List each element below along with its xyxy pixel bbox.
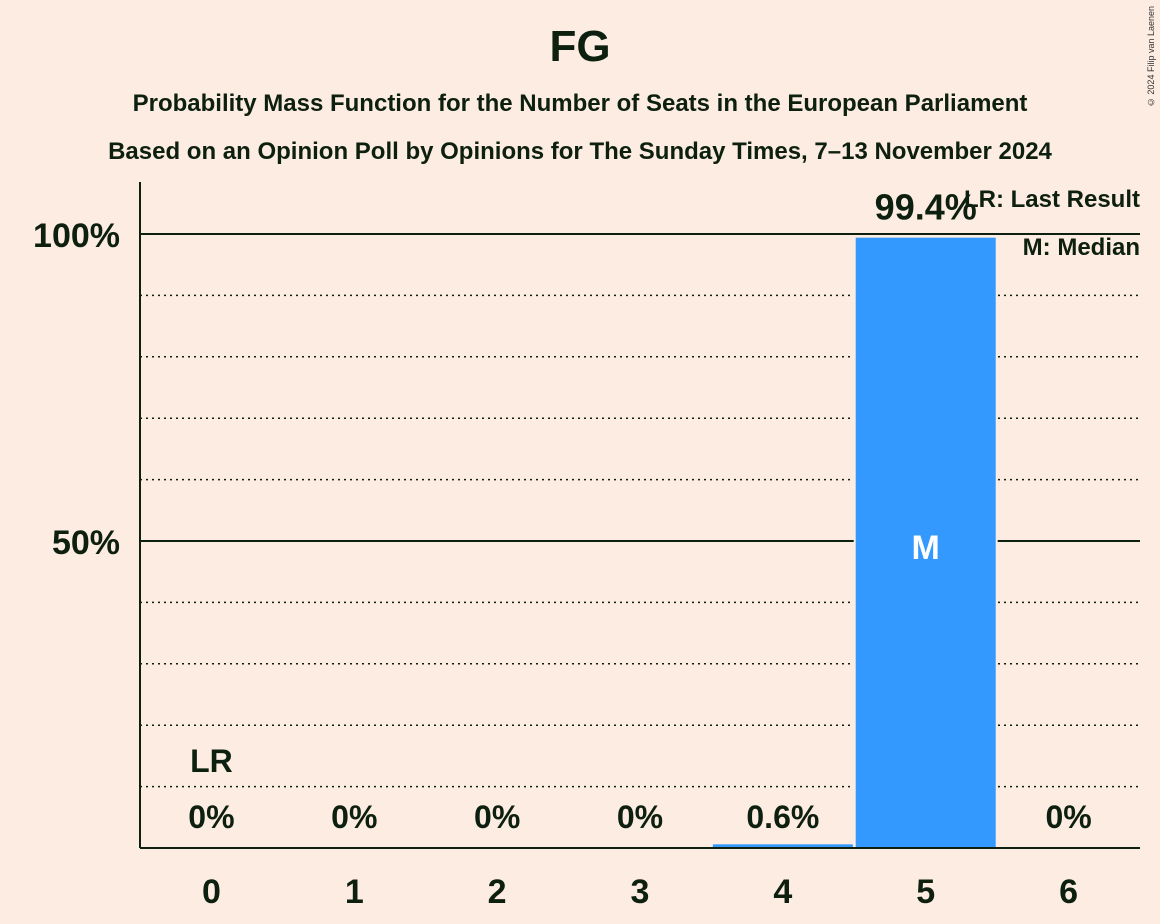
x-tick-label: 3 xyxy=(631,873,650,911)
last-result-marker: LR xyxy=(190,743,233,779)
bar-value-label: 0% xyxy=(188,799,234,835)
bar-value-label: 0% xyxy=(1045,799,1091,835)
bar xyxy=(712,844,853,848)
y-tick-label: 50% xyxy=(52,524,120,562)
y-tick-label: 100% xyxy=(33,217,120,255)
x-tick-label: 1 xyxy=(345,873,364,911)
median-marker: M xyxy=(912,529,940,567)
legend-median: M: Median xyxy=(1022,234,1140,261)
x-tick-label: 4 xyxy=(773,873,792,911)
bar xyxy=(855,237,996,848)
bar-value-label: 0% xyxy=(331,799,377,835)
bar-value-label: 99.4% xyxy=(875,187,977,228)
legend-last-result: LR: Last Result xyxy=(963,186,1140,213)
chart-subtitle-1: Probability Mass Function for the Number… xyxy=(132,90,1028,117)
x-tick-label: 2 xyxy=(488,873,507,911)
bar-value-label: 0.6% xyxy=(746,799,819,835)
x-tick-label: 0 xyxy=(202,873,221,911)
bar-value-label: 0% xyxy=(474,799,520,835)
chart-subtitle-2: Based on an Opinion Poll by Opinions for… xyxy=(108,138,1052,165)
bar-value-label: 0% xyxy=(617,799,663,835)
x-tick-label: 5 xyxy=(916,873,935,911)
chart-title: FG xyxy=(549,22,611,71)
x-tick-label: 6 xyxy=(1059,873,1078,911)
